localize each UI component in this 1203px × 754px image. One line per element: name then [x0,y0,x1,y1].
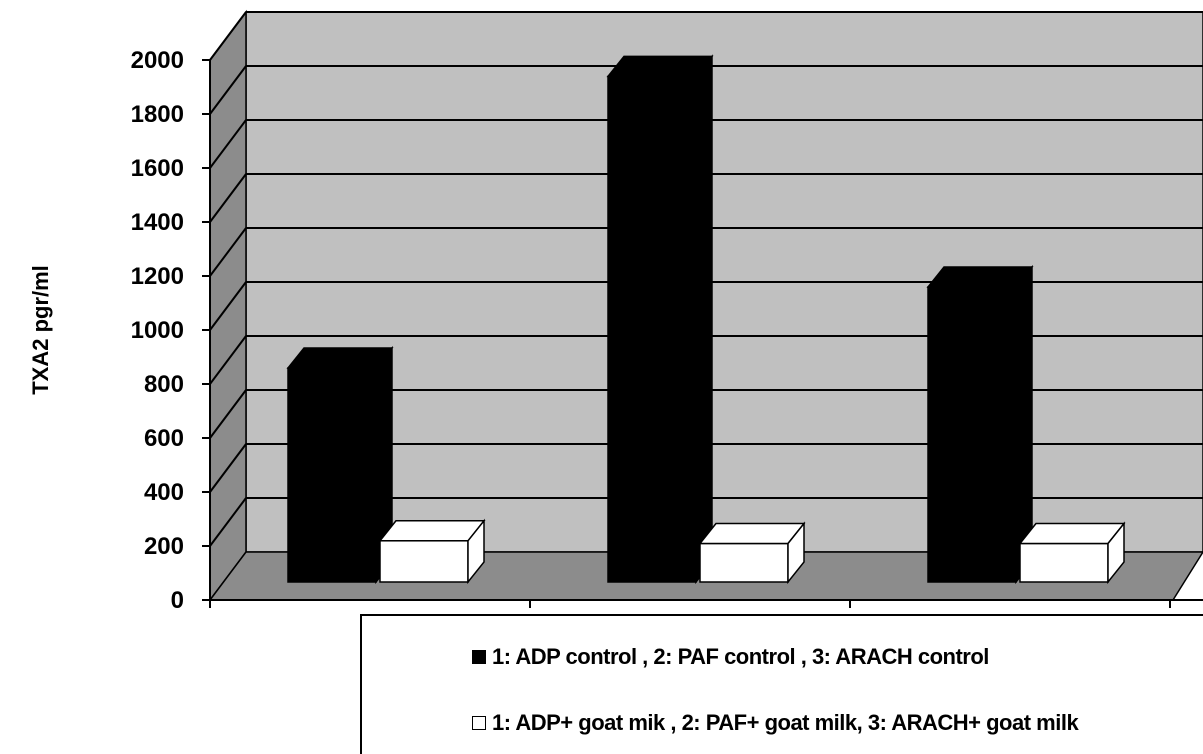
bar-top [1018,522,1126,545]
y-tick-label: 800 [144,371,184,398]
bar-side [695,54,713,585]
bar-goat-milk-1 [378,518,486,585]
y-tick-label: 0 [171,587,184,614]
bar-goat-milk-3 [1018,521,1126,585]
bar-top [606,55,714,78]
gridline-side [209,227,247,277]
legend-label-series-1: 1: ADP control , 2: PAF control , 3: ARA… [492,644,989,669]
bars [286,54,1126,585]
legend-label-series-2: 1: ADP+ goat mik , 2: PAF+ goat milk, 3:… [492,710,1079,735]
gridline-side [209,443,247,493]
gridline-side [209,335,247,385]
bar-front [927,286,1017,583]
legend-item-series-2: 1: ADP+ goat mik , 2: PAF+ goat milk, 3:… [472,710,1079,736]
bar-goat-milk-2 [698,521,806,585]
y-tick-label: 1800 [131,101,184,128]
axes [202,59,1203,608]
bar-side [787,521,805,585]
y-tick-label: 1600 [131,155,184,182]
bar-front [379,540,469,583]
bar-top [286,347,394,369]
bar-side [467,518,485,585]
legend-swatch-white [472,716,486,730]
gridline-side [209,119,247,169]
gridline-side [209,281,247,331]
gridline-side [209,497,247,547]
y-tick-label: 200 [144,533,184,560]
bar-control-1 [286,345,394,585]
bar-top [378,520,486,542]
y-tick-label: 1000 [131,317,184,344]
legend-swatch-black [472,650,486,664]
y-tick-label: 1400 [131,209,184,236]
bar-control-3 [926,264,1034,585]
y-axis-title: TXA2 pgr/ml [28,265,53,395]
y-tick-label: 2000 [131,47,184,74]
bar-front [1019,542,1109,583]
bar-control-2 [606,54,714,585]
legend: 1: ADP control , 2: PAF control , 3: ARA… [360,614,1203,754]
y-tick-labels: 0 200 400 600 800 1000 1200 1400 1600 1800 2000 [131,47,184,614]
bar-front [287,367,377,583]
y-tick-label: 1200 [131,263,184,290]
gridlines [209,11,1203,547]
gridline-side [209,389,247,439]
y-tick-label: 400 [144,479,184,506]
gridline-side [209,11,247,61]
legend-item-series-1: 1: ADP control , 2: PAF control , 3: ARA… [472,644,989,670]
gridline-side [209,65,247,115]
bar-front [607,75,697,583]
bar-front [699,542,789,583]
bar-top [926,266,1034,288]
bar-top [698,522,806,545]
y-tick-label: 600 [144,425,184,452]
gridline-side [209,173,247,223]
bar-side [1107,521,1125,585]
